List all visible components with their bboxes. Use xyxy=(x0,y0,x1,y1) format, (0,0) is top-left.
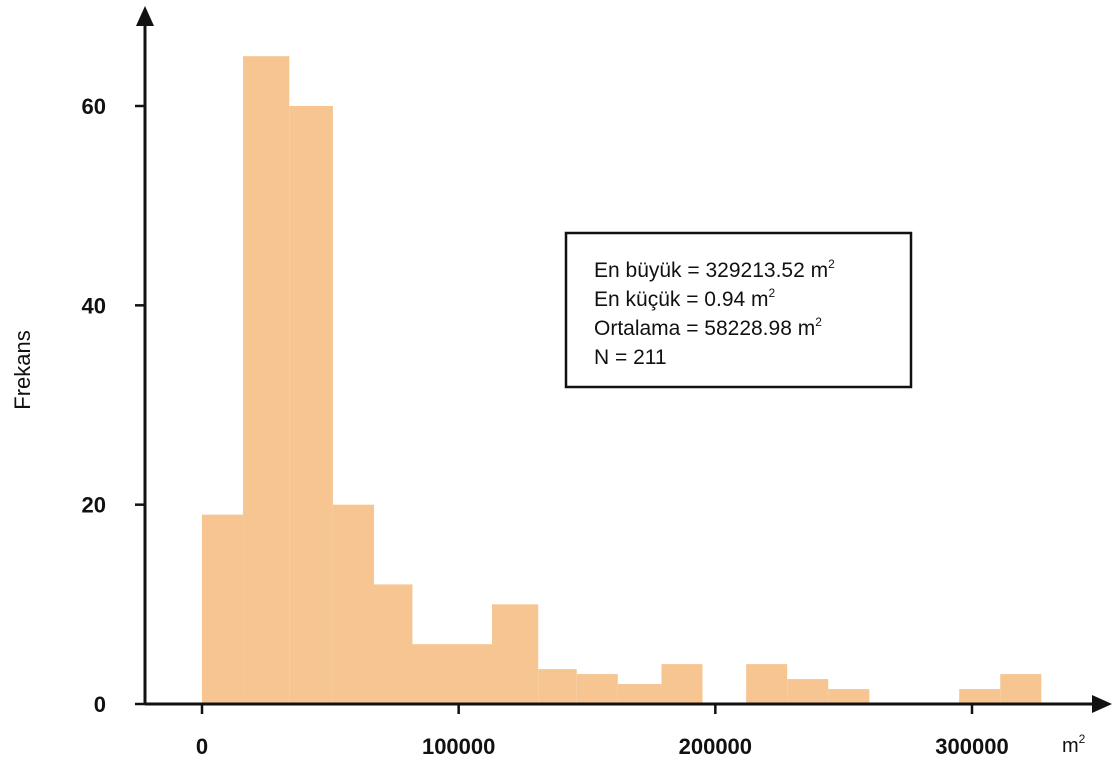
stats-line: En küçük = 0.94 m2 xyxy=(594,286,776,311)
histogram-bar-6 xyxy=(453,644,493,704)
histogram-bar-9 xyxy=(576,674,618,704)
x-tick-label: 300000 xyxy=(935,734,1008,759)
histogram-bar-1 xyxy=(243,56,290,704)
histogram-bar-14 xyxy=(828,689,870,704)
y-axis-arrow-icon xyxy=(136,6,154,26)
histogram-bar-7 xyxy=(492,604,539,704)
histogram-bar-5 xyxy=(412,644,454,704)
stats-box: En büyük = 329213.52 m2 En küçük = 0.94 m… xyxy=(564,231,913,389)
x-axis-arrow-icon xyxy=(1092,695,1112,713)
axes xyxy=(136,6,1112,713)
histogram-bar-3 xyxy=(332,504,374,704)
histogram-bar-8 xyxy=(538,669,577,704)
stats-line: En büyük = 329213.52 m2 xyxy=(594,257,835,282)
histogram-bar-15 xyxy=(959,689,1001,704)
y-tick-label: 0 xyxy=(94,692,106,717)
y-tick-label: 60 xyxy=(82,94,106,119)
x-tick-label: 0 xyxy=(196,734,208,759)
y-axis-label: Frekans xyxy=(10,330,35,409)
stats-box-frame xyxy=(564,231,913,389)
histogram-bar-12 xyxy=(746,664,788,704)
x-tick-label: 100000 xyxy=(422,734,495,759)
histogram-bar-13 xyxy=(787,679,829,704)
stats-lines: En büyük = 329213.52 m2 En küçük = 0.94 m… xyxy=(594,257,835,369)
x-ticks: 0 100000 200000 300000 xyxy=(196,704,1009,759)
y-tick-label: 40 xyxy=(82,293,106,318)
y-tick-label: 20 xyxy=(82,493,106,518)
stats-line: Ortalama = 58228.98 m2 xyxy=(594,315,822,340)
histogram-bar-2 xyxy=(289,106,333,704)
histogram-bars xyxy=(202,56,1042,704)
histogram-bar-0 xyxy=(202,514,244,704)
x-unit-sup: 2 xyxy=(1079,732,1086,746)
x-axis-unit-label: m2 xyxy=(1062,732,1086,757)
x-tick-label: 200000 xyxy=(679,734,752,759)
histogram-bar-10 xyxy=(617,684,662,704)
histogram-bar-4 xyxy=(373,584,413,704)
y-ticks: 0 20 40 60 xyxy=(82,94,145,717)
histogram-bar-16 xyxy=(1000,674,1042,704)
histogram-bar-11 xyxy=(661,664,703,704)
x-unit-base: m xyxy=(1062,735,1079,757)
stats-line: N = 211 xyxy=(594,346,667,369)
